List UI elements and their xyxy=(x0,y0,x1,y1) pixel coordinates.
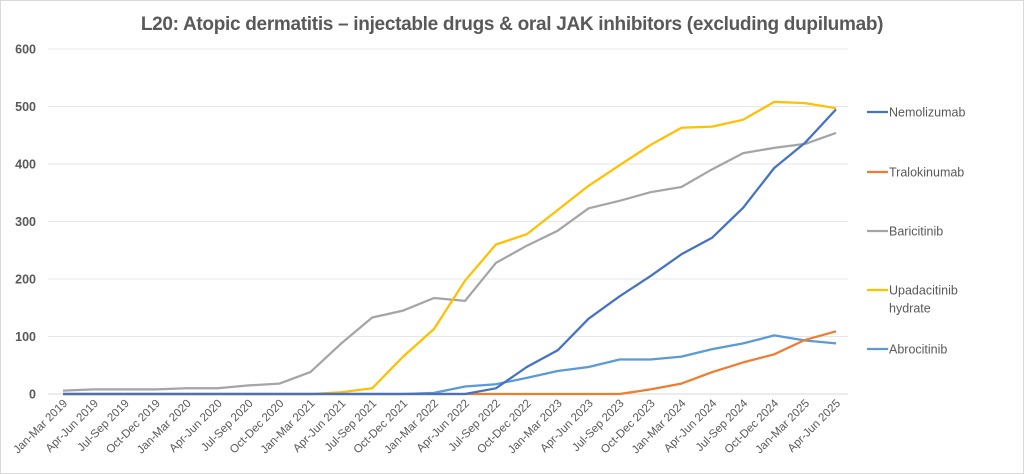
x-tick-label: Jan-Mar 2025 xyxy=(754,398,813,457)
y-axis-ticks: 0 100 200 300 400 500 600 xyxy=(15,43,36,402)
x-tick-label: Oct-Dec 2019 xyxy=(104,398,163,457)
x-tick-label: Oct-Dec 2023 xyxy=(599,398,658,457)
legend-label: Nemolizumab xyxy=(889,106,965,120)
x-tick-label: Jan-Mar 2021 xyxy=(259,398,318,457)
series-line-nemolizumab xyxy=(63,108,837,396)
x-tick-label: Jan-Mar 2023 xyxy=(506,398,565,457)
y-tick-label: 600 xyxy=(15,43,36,57)
chart-title: L20: Atopic dermatitis – injectable drug… xyxy=(140,14,884,35)
legend-label: Tralokinumab xyxy=(889,166,964,180)
x-tick-label: Oct-Dec 2020 xyxy=(228,398,287,457)
series-line-baricitinib xyxy=(62,131,837,392)
legend-label: Upadacitinib xyxy=(889,284,958,298)
legend-item: Abrocitinib xyxy=(867,343,947,357)
series-line-upadacitinib-hydrate xyxy=(63,100,837,396)
series-line-abrocitinib xyxy=(63,334,837,396)
x-tick-label: Oct-Dec 2021 xyxy=(352,398,411,457)
legend-item: Tralokinumab xyxy=(867,166,964,180)
x-tick-label: Jan-Mar 2022 xyxy=(382,398,441,457)
legend-label: Baricitinib xyxy=(889,225,943,239)
y-tick-label: 200 xyxy=(15,273,36,287)
legend-label: hydrate xyxy=(889,302,931,316)
x-tick-label: Jan-Mar 2020 xyxy=(135,398,194,457)
y-tick-label: 0 xyxy=(29,388,36,402)
legend-item: Nemolizumab xyxy=(867,106,965,120)
y-tick-label: 500 xyxy=(15,100,36,114)
legend: Nemolizumab Tralokinumab Baricitinib Upadac… xyxy=(867,106,965,357)
x-tick-label: Jan-Mar 2019 xyxy=(11,398,70,457)
x-tick-label: Oct-Dec 2024 xyxy=(723,397,782,456)
legend-label: Abrocitinib xyxy=(889,343,947,357)
series-lines xyxy=(62,100,837,396)
x-tick-label: Oct-Dec 2022 xyxy=(475,398,534,457)
legend-item: Baricitinib xyxy=(867,225,943,239)
legend-item: Upadacitinib hydrate xyxy=(867,284,958,316)
x-tick-label: Jan-Mar 2024 xyxy=(630,397,689,456)
y-tick-label: 100 xyxy=(15,330,36,344)
series-line-tralokinumab xyxy=(63,330,837,396)
y-tick-label: 300 xyxy=(15,215,36,229)
y-tick-label: 400 xyxy=(15,158,36,172)
